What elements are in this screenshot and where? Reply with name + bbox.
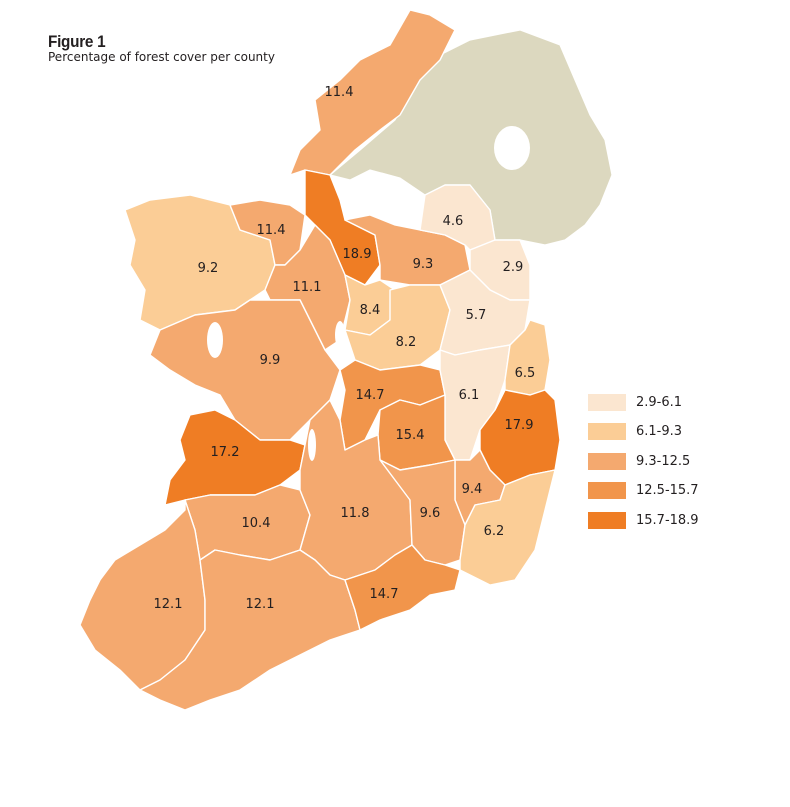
label-kilkenny: 9.6 xyxy=(420,506,441,521)
legend-label: 15.7-18.9 xyxy=(636,512,699,528)
legend-item: 2.9-6.1 xyxy=(588,392,699,412)
lough-neagh xyxy=(494,126,530,170)
figure-subtitle: Percentage of forest cover per county xyxy=(48,50,275,64)
legend-item: 15.7-18.9 xyxy=(588,510,699,530)
label-offaly: 14.7 xyxy=(356,388,385,403)
legend-item: 12.5-15.7 xyxy=(588,481,699,501)
label-leitrim: 18.9 xyxy=(343,247,372,262)
legend-label: 6.1-9.3 xyxy=(636,424,683,439)
label-waterford: 14.7 xyxy=(370,587,399,602)
label-clare: 17.2 xyxy=(211,445,240,460)
figure-title: Figure 1 xyxy=(48,32,106,51)
label-tipperary: 11.8 xyxy=(341,506,370,521)
label-sligo: 11.4 xyxy=(257,223,286,238)
label-westmeath: 8.2 xyxy=(396,335,417,350)
legend-swatch xyxy=(588,452,626,470)
legend-label: 9.3-12.5 xyxy=(636,453,691,469)
label-cavan: 9.3 xyxy=(413,257,434,272)
legend-swatch xyxy=(588,393,626,411)
label-roscommon: 11.1 xyxy=(293,280,322,295)
lough-ree xyxy=(335,321,345,349)
label-wexford: 6.2 xyxy=(484,524,505,539)
county-leitrim xyxy=(304,169,381,286)
label-carlow: 9.4 xyxy=(462,482,483,497)
legend-swatch xyxy=(588,511,626,529)
label-galway: 9.9 xyxy=(260,353,281,368)
label-limerick: 10.4 xyxy=(242,516,271,531)
label-kerry: 12.1 xyxy=(154,597,183,612)
label-cork: 12.1 xyxy=(246,597,275,612)
county-dublin xyxy=(504,319,551,396)
label-kildare: 6.1 xyxy=(459,388,480,403)
label-louth: 2.9 xyxy=(503,260,524,275)
legend-label: 2.9-6.1 xyxy=(636,394,683,410)
legend: 2.9-6.1 6.1-9.3 9.3-12.5 12.5-15.7 15.7-… xyxy=(588,392,699,540)
label-dublin: 6.5 xyxy=(515,366,536,381)
county-waterford xyxy=(344,544,461,631)
label-wicklow: 17.9 xyxy=(505,418,534,433)
legend-label: 12.5-15.7 xyxy=(636,483,699,498)
label-donegal: 11.4 xyxy=(325,85,354,100)
label-laois: 15.4 xyxy=(396,428,425,443)
legend-item: 6.1-9.3 xyxy=(588,422,699,442)
county-donegal xyxy=(289,9,456,176)
label-monaghan: 4.6 xyxy=(443,214,464,229)
county-cork xyxy=(139,549,361,711)
label-longford: 8.4 xyxy=(360,303,381,318)
lough-derg xyxy=(308,429,316,461)
county-roscommon xyxy=(264,224,351,351)
legend-swatch xyxy=(588,482,626,499)
legend-item: 9.3-12.5 xyxy=(588,451,699,471)
label-mayo: 9.2 xyxy=(198,261,219,276)
label-meath: 5.7 xyxy=(466,308,487,323)
lough-corrib xyxy=(207,322,223,358)
legend-swatch xyxy=(588,423,626,440)
